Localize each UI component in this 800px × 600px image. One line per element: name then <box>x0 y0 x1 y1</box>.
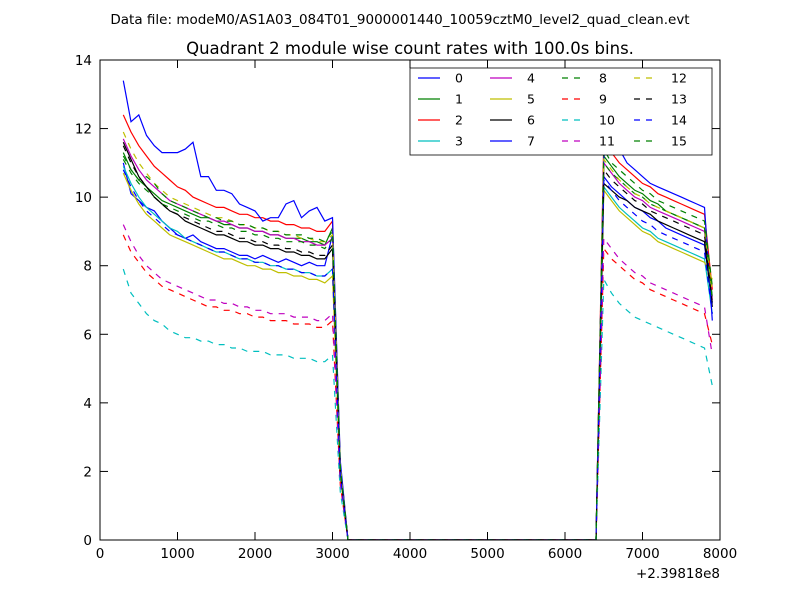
legend-label-7: 7 <box>527 134 535 149</box>
y-tick-label: 12 <box>75 122 92 138</box>
legend-label-8: 8 <box>599 71 607 86</box>
x-tick-label: 8000 <box>703 546 737 562</box>
series-line-4 <box>122 138 713 540</box>
y-tick-label: 2 <box>83 464 92 480</box>
series-line-0 <box>122 162 713 540</box>
legend-label-2: 2 <box>455 113 463 128</box>
legend-label-13: 13 <box>671 92 687 107</box>
series-line-2 <box>122 114 713 540</box>
x-tick-label: 2000 <box>238 546 272 562</box>
x-tick-label: 4000 <box>393 546 427 562</box>
series-line-6 <box>122 142 713 540</box>
legend-label-1: 1 <box>455 92 463 107</box>
x-tick-label: 7000 <box>625 546 659 562</box>
series-line-10 <box>122 268 713 540</box>
series-line-8 <box>122 159 713 540</box>
legend-label-11: 11 <box>599 134 615 149</box>
legend-label-9: 9 <box>599 92 607 107</box>
x-tick-label: 6000 <box>548 546 582 562</box>
legend-label-5: 5 <box>527 92 535 107</box>
legend-label-0: 0 <box>455 71 463 86</box>
series-line-12 <box>122 131 713 540</box>
series-line-14 <box>122 169 713 540</box>
axis-ticks: 0 1000 2000 3000 4000 5000 6000 7000 80000246810… <box>75 53 737 562</box>
y-tick-label: 6 <box>83 327 92 343</box>
legend-label-14: 14 <box>671 113 687 128</box>
chart-title: Quadrant 2 module wise count rates with … <box>186 39 634 58</box>
legend-label-6: 6 <box>527 113 535 128</box>
series-line-15 <box>122 146 713 540</box>
y-tick-label: 10 <box>75 190 92 206</box>
x-tick-label: 1000 <box>160 546 194 562</box>
x-offset-label: +2.39818e8 <box>636 566 720 582</box>
y-tick-label: 0 <box>83 533 92 549</box>
y-tick-label: 14 <box>75 53 92 69</box>
series-line-9 <box>122 234 713 540</box>
series-line-13 <box>122 145 713 540</box>
legend-label-15: 15 <box>671 134 687 149</box>
suptitle: Data file: modeM0/AS1A03_084T01_90000014… <box>110 12 689 28</box>
x-tick-label: 5000 <box>470 546 504 562</box>
legend-box <box>409 67 713 156</box>
legend-label-12: 12 <box>671 71 687 86</box>
series-line-11 <box>122 224 713 540</box>
series-line-1 <box>122 152 713 540</box>
legend-label-10: 10 <box>599 113 615 128</box>
legend-label-3: 3 <box>455 134 463 149</box>
y-tick-label: 8 <box>83 259 92 275</box>
x-tick-label: 3000 <box>315 546 349 562</box>
x-tick-label: 0 <box>96 546 105 562</box>
series-group <box>122 80 713 540</box>
legend-label-4: 4 <box>527 71 535 86</box>
y-tick-label: 4 <box>83 396 92 412</box>
series-line-5 <box>122 172 713 540</box>
